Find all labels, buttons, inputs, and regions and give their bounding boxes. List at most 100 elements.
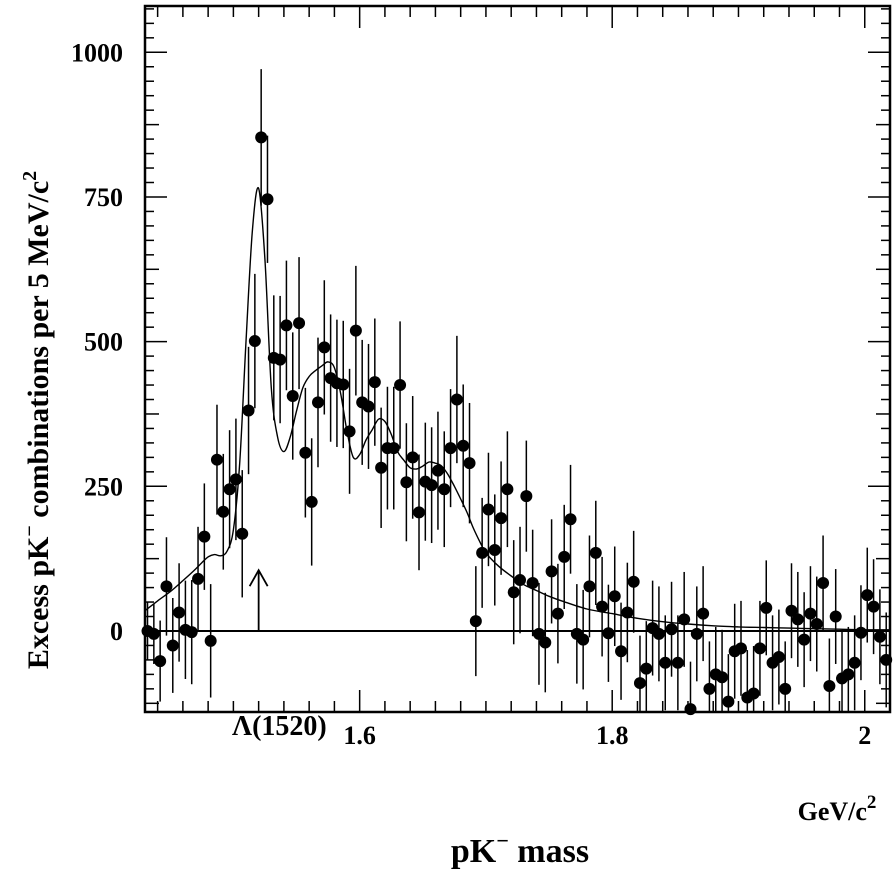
data-point bbox=[804, 607, 817, 620]
plot-frame bbox=[143, 4, 892, 714]
data-point bbox=[520, 490, 533, 503]
data-point bbox=[463, 457, 476, 470]
data-point bbox=[438, 483, 451, 496]
data-point bbox=[798, 633, 811, 646]
data-point bbox=[627, 575, 640, 588]
data-point bbox=[514, 574, 527, 587]
data-point bbox=[261, 193, 274, 206]
data-point bbox=[236, 527, 249, 540]
data-point bbox=[166, 639, 179, 652]
data-point bbox=[242, 404, 255, 417]
y-tick-label: 1000 bbox=[71, 38, 123, 67]
data-point bbox=[305, 495, 318, 508]
fit-curve-layer bbox=[144, 187, 891, 631]
data-point bbox=[848, 656, 861, 669]
data-point bbox=[274, 353, 287, 366]
data-point bbox=[400, 476, 413, 489]
axes: 1.6 1.8 2 0 250 500 750 1000 bbox=[71, 6, 891, 750]
data-point bbox=[204, 634, 217, 647]
data-point bbox=[286, 390, 299, 403]
data-point bbox=[318, 341, 331, 354]
data-point bbox=[577, 633, 590, 646]
data-point bbox=[589, 546, 602, 559]
data-point bbox=[526, 576, 539, 589]
x-tick-label: 1.8 bbox=[596, 721, 629, 750]
data-point bbox=[173, 606, 186, 619]
data-point bbox=[450, 393, 463, 406]
data-point bbox=[842, 668, 855, 681]
arrow-head bbox=[248, 568, 269, 587]
y-axis-title: Excess pK− combinations per 5 MeV/c2 bbox=[19, 171, 55, 669]
data-point bbox=[210, 453, 223, 466]
data-point bbox=[564, 513, 577, 526]
data-point bbox=[229, 473, 242, 486]
data-point bbox=[457, 439, 470, 452]
plot-border bbox=[143, 4, 892, 714]
data-point bbox=[293, 317, 306, 330]
data-point bbox=[716, 671, 729, 684]
data-point bbox=[671, 656, 684, 669]
data-point bbox=[387, 442, 400, 455]
data-point bbox=[375, 461, 388, 474]
y-tick-label: 0 bbox=[110, 617, 123, 646]
data-point bbox=[659, 656, 672, 669]
data-point bbox=[791, 613, 804, 626]
data-point bbox=[154, 655, 167, 668]
data-point bbox=[665, 623, 678, 636]
data-point bbox=[735, 642, 747, 655]
data-point bbox=[615, 645, 628, 658]
data-point bbox=[539, 636, 552, 649]
data-point bbox=[823, 679, 836, 692]
data-point bbox=[697, 607, 710, 620]
data-point bbox=[217, 505, 230, 518]
data-point bbox=[147, 627, 160, 640]
data-point bbox=[854, 626, 867, 639]
data-point bbox=[829, 610, 842, 623]
data-point bbox=[337, 378, 350, 391]
x-tick-label: 1.6 bbox=[343, 721, 376, 750]
lambda-1520-arrow bbox=[248, 568, 269, 631]
data-point bbox=[192, 572, 205, 585]
y-tick-label: 250 bbox=[84, 472, 123, 501]
data-point bbox=[703, 682, 716, 695]
data-point bbox=[349, 324, 362, 337]
data-point bbox=[368, 376, 381, 389]
data-point bbox=[343, 425, 356, 438]
data-point bbox=[425, 479, 438, 492]
data-point bbox=[413, 506, 426, 519]
data-point bbox=[772, 651, 785, 664]
data-points bbox=[141, 131, 893, 716]
x-axis-title: pK− mass bbox=[451, 828, 589, 870]
data-point bbox=[633, 677, 646, 690]
data-point bbox=[602, 627, 615, 640]
data-point bbox=[867, 600, 880, 613]
data-point bbox=[299, 446, 312, 459]
fit-curve bbox=[144, 187, 891, 631]
data-point bbox=[160, 580, 173, 593]
data-point bbox=[753, 642, 766, 655]
data-point bbox=[640, 662, 653, 675]
data-point bbox=[545, 565, 558, 578]
data-point bbox=[248, 335, 261, 348]
data-point bbox=[255, 131, 268, 144]
data-point bbox=[558, 550, 571, 563]
data-point bbox=[690, 627, 703, 640]
data-point bbox=[861, 589, 874, 602]
data-point bbox=[817, 576, 830, 589]
y-tick-label: 500 bbox=[84, 328, 123, 357]
data-point bbox=[444, 442, 457, 455]
data-point bbox=[532, 627, 545, 640]
data-point bbox=[873, 630, 886, 643]
data-point bbox=[880, 653, 893, 666]
data-point bbox=[747, 687, 760, 700]
data-point bbox=[810, 618, 823, 631]
data-point bbox=[394, 379, 407, 392]
data-point bbox=[760, 601, 773, 614]
data-point bbox=[596, 600, 609, 613]
data-point bbox=[678, 613, 691, 626]
data-point bbox=[406, 451, 419, 464]
data-point bbox=[684, 703, 697, 716]
data-point bbox=[469, 615, 482, 628]
data-point bbox=[280, 319, 293, 332]
